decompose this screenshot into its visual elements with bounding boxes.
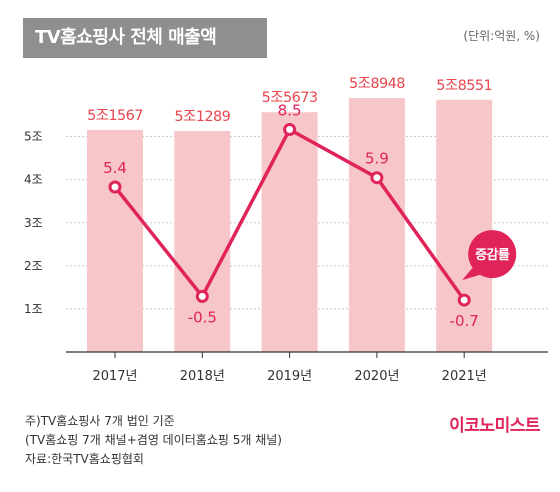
bar	[261, 112, 318, 352]
growth-point	[457, 293, 471, 307]
bar-value-label: 5조5673	[262, 90, 318, 106]
x-tick-label: 2017년	[92, 369, 137, 384]
bar	[87, 129, 143, 352]
bubble-circle	[468, 230, 517, 279]
growth-point	[108, 180, 122, 194]
x-tick-label: 2021년	[442, 369, 487, 384]
unit-label: (단위:억원, %)	[463, 29, 540, 43]
growth-point	[283, 122, 297, 136]
footnote-line-2: (TV홈쇼핑 7개 채널+겸영 데이터홈쇼핑 5개 채널)	[25, 433, 282, 447]
y-tick-label: 3조	[24, 216, 43, 230]
x-tick-label: 2020년	[354, 369, 399, 384]
bar-value-label: 5조1567	[87, 108, 143, 124]
growth-point	[370, 171, 384, 185]
x-tick-label: 2019년	[267, 369, 312, 384]
legend-bubble-label: 증감률	[475, 248, 510, 263]
x-tick-label: 2018년	[180, 369, 225, 384]
growth-value-label: -0.5	[188, 308, 217, 326]
source-note: 자료:한국TV홈쇼핑협회	[25, 452, 144, 466]
growth-value-label: -0.7	[450, 312, 479, 330]
bar-value-label: 5조8948	[349, 76, 405, 92]
title-bar: TV홈쇼핑사 전체 매출액	[23, 18, 267, 58]
chart-area: 1조 2조 3조 4조 5조 5조1567 5조1289 5조5673 5조8948 5조8551…	[24, 76, 548, 384]
bar	[348, 98, 405, 352]
footnote-line-1: 주)TV홈쇼핑사 7개 법인 기준	[25, 414, 175, 428]
y-tick-label: 2조	[24, 259, 43, 273]
footnotes: 주)TV홈쇼핑사 7개 법인 기준 (TV홈쇼핑 7개 채널+겸영 데이터홈쇼핑…	[25, 412, 282, 469]
bar-value-label: 5조1289	[174, 109, 230, 125]
growth-value-label: 8.5	[278, 101, 302, 119]
bar	[436, 99, 493, 352]
growth-value-label: 5.9	[365, 150, 389, 168]
brand-logo: 이코노미스트	[449, 416, 540, 436]
bar	[174, 131, 231, 352]
y-tick-label: 4조	[24, 173, 43, 187]
growth-value-label: 5.4	[103, 159, 127, 177]
y-tick-label: 5조	[24, 130, 43, 144]
chart-title: TV홈쇼핑사 전체 매출액	[35, 27, 217, 48]
growth-point	[195, 289, 209, 303]
y-tick-label: 1조	[24, 302, 43, 316]
bar-value-label: 5조8551	[436, 78, 492, 94]
